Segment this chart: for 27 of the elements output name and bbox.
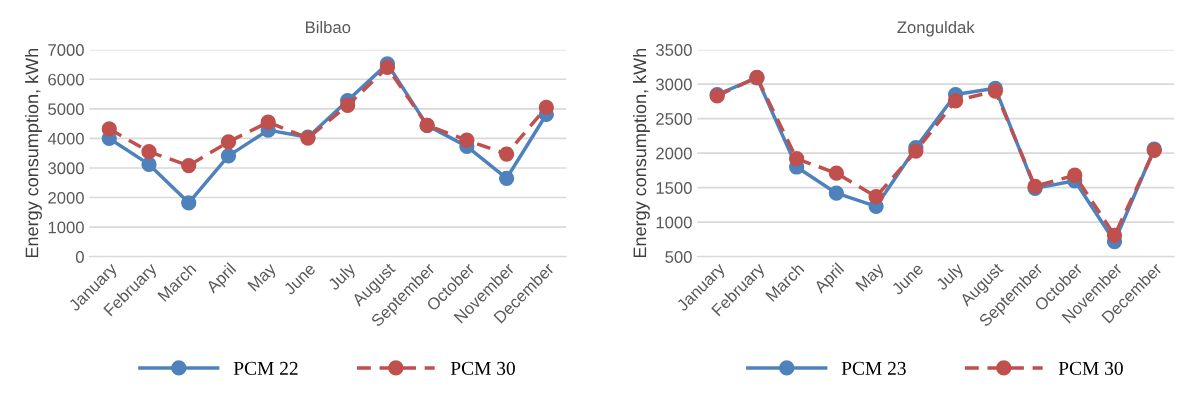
x-tick-label: July — [326, 261, 359, 294]
y-axis-title: Energy consumption, kWh — [25, 48, 42, 258]
y-axis-title: Energy consumption, kWh — [633, 48, 650, 258]
legend-label: PCM 30 — [450, 361, 515, 375]
y-tick-label: 4000 — [47, 132, 84, 145]
y-tick-label: 2000 — [656, 147, 692, 160]
y-tick-label: 0 — [75, 251, 84, 263]
x-tick-label: May — [855, 261, 888, 294]
y-tick-label: 1000 — [656, 216, 692, 229]
y-tick-label: 6000 — [48, 73, 84, 86]
y-tick-label: 3000 — [48, 162, 84, 175]
legend-label: PCM 30 — [1058, 361, 1123, 375]
chart-title: Zonguldak — [897, 20, 975, 37]
y-tick-label: 2000 — [48, 191, 84, 204]
y-tick-label: 5000 — [48, 103, 84, 116]
x-tick-label: May — [247, 261, 280, 294]
y-tick-label: 500 — [665, 251, 692, 263]
y-tick-label: 1500 — [656, 182, 692, 194]
y-tick-label: 1000 — [48, 221, 84, 234]
y-tick-label: 3500 — [656, 44, 692, 56]
chart-title: Bilbao — [306, 20, 351, 34]
legend-label: PCM 23 — [841, 361, 906, 375]
y-tick-label: 3000 — [656, 78, 692, 91]
y-tick-label: 2500 — [656, 113, 692, 125]
y-tick-label: 7000 — [48, 44, 84, 56]
legend-label: PCM 22 — [233, 361, 298, 375]
x-tick-label: July — [934, 261, 967, 294]
